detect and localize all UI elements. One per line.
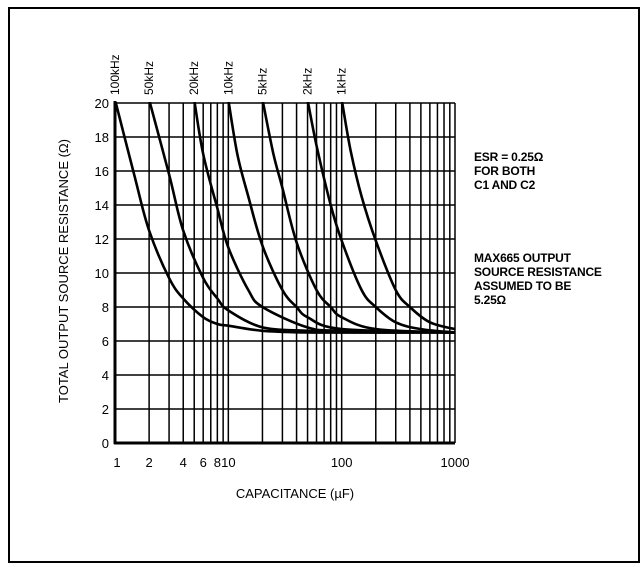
series-label-10khz: 10kHz [221,61,235,95]
series-line-10khz [227,102,455,334]
x-tick-label: 8 [214,455,221,470]
y-axis-title: TOTAL OUTPUT SOURCE RESISTANCE (Ω) [56,139,71,403]
x-tick-label: 4 [180,455,187,470]
series-line-1khz [340,102,455,331]
series-label-2khz: 2kHz [301,68,315,95]
annotation-source-line-4: 5.25Ω [474,293,506,307]
annotation-esr-line-2: FOR BOTH [474,164,536,178]
series-line-20khz [193,102,455,334]
x-tick-label: 2 [145,455,152,470]
annotation-source-line-3: ASSUMED TO BE [474,279,572,293]
x-tick-label: 1000 [441,455,470,470]
y-tick-label: 20 [95,96,109,111]
y-tick-label: 18 [95,130,109,145]
x-tick-label: 6 [200,455,207,470]
y-tick-label: 10 [95,266,109,281]
series-label-1khz: 1kHz [335,68,349,95]
annotation-source-resistance: MAX665 OUTPUT SOURCE RESISTANCE ASSUMED … [474,251,602,307]
y-tick-label: 2 [102,402,109,417]
x-tick-label: 100 [331,455,353,470]
y-tick-label: 14 [95,198,109,213]
series-line-50khz [148,102,455,334]
x-tick-label: 1 [113,455,120,470]
series-line-100khz [115,102,455,334]
annotation-esr: ESR = 0.25Ω FOR BOTH C1 AND C2 [474,150,543,192]
y-tick-label: 4 [102,368,109,383]
series-label-5khz: 5kHz [255,68,269,95]
y-tick-label: 16 [95,164,109,179]
x-tick-label: 10 [221,455,235,470]
y-tick-label: 8 [102,300,109,315]
annotation-source-line-1: MAX665 OUTPUT [474,251,571,265]
figure-frame [8,7,640,563]
series-line-2khz [306,102,455,334]
series-label-100khz: 100kHz [108,54,122,95]
series-label-20khz: 20kHz [187,61,201,95]
x-axis-title: CAPACITANCE (µF) [236,486,354,501]
series-line-5khz [261,102,455,334]
annotation-source-line-2: SOURCE RESISTANCE [474,265,602,279]
y-tick-label: 12 [95,232,109,247]
series-label-50khz: 50kHz [142,61,156,95]
y-tick-label: 0 [102,436,109,451]
annotation-esr-line-3: C1 AND C2 [474,178,536,192]
annotation-esr-line-1: ESR = 0.25Ω [474,150,544,164]
y-tick-label: 6 [102,334,109,349]
